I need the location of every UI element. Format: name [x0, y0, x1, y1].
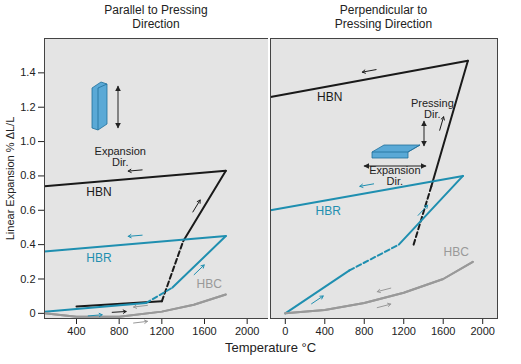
svg-text:0: 0	[29, 307, 35, 319]
svg-text:400: 400	[316, 325, 334, 337]
svg-text:0.4: 0.4	[20, 238, 35, 250]
svg-text:HBN: HBN	[317, 90, 342, 104]
svg-text:2000: 2000	[235, 325, 259, 337]
svg-text:HBC: HBC	[196, 277, 222, 291]
svg-text:0.2: 0.2	[20, 273, 35, 285]
svg-text:1600: 1600	[192, 325, 216, 337]
svg-text:HBR: HBR	[86, 251, 112, 265]
svg-text:HBN: HBN	[86, 185, 111, 199]
svg-text:Linear Expansion % ΔL/L: Linear Expansion % ΔL/L	[4, 117, 16, 241]
svg-text:0.8: 0.8	[20, 169, 35, 181]
svg-text:HBC: HBC	[443, 245, 469, 259]
svg-text:400: 400	[67, 325, 85, 337]
html-text:Parallel to Pressing Direction: Parallel to Pressing Direction	[104, 3, 208, 31]
svg-text:ExpansionDir.: ExpansionDir.	[369, 164, 420, 187]
svg-text:800: 800	[355, 325, 373, 337]
svg-text:1200: 1200	[391, 325, 415, 337]
svg-text:1.4: 1.4	[20, 66, 35, 78]
svg-text:HBR: HBR	[316, 204, 342, 218]
svg-text:ExpansionDir.: ExpansionDir.	[95, 145, 146, 168]
svg-text:1.2: 1.2	[20, 101, 35, 113]
svg-text:0: 0	[282, 325, 288, 337]
html-text:Temperature °C: Temperature °C	[224, 340, 317, 355]
html-text:Perpendicular to Pressing Dire: Perpendicular to Pressing Direction	[334, 3, 433, 31]
svg-text:1.0: 1.0	[20, 135, 35, 147]
svg-text:800: 800	[110, 325, 128, 337]
svg-text:1200: 1200	[150, 325, 174, 337]
svg-text:1600: 1600	[431, 325, 455, 337]
svg-text:PressingDir.: PressingDir.	[411, 97, 454, 120]
svg-text:0.6: 0.6	[20, 204, 35, 216]
svg-text:2000: 2000	[470, 325, 494, 337]
